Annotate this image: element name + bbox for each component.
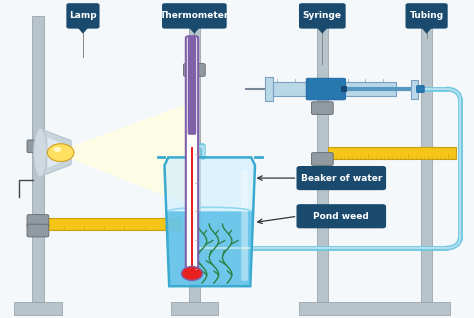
FancyBboxPatch shape	[299, 302, 450, 315]
FancyBboxPatch shape	[417, 86, 424, 93]
Text: Tubing: Tubing	[410, 11, 444, 20]
Polygon shape	[77, 27, 89, 34]
FancyBboxPatch shape	[44, 218, 181, 230]
Polygon shape	[166, 211, 254, 285]
FancyBboxPatch shape	[27, 140, 49, 153]
FancyBboxPatch shape	[328, 147, 456, 159]
Text: Thermometer: Thermometer	[160, 11, 229, 20]
FancyBboxPatch shape	[171, 302, 218, 315]
FancyBboxPatch shape	[186, 36, 198, 273]
FancyBboxPatch shape	[188, 37, 196, 135]
Circle shape	[54, 147, 61, 152]
Circle shape	[47, 144, 74, 162]
FancyBboxPatch shape	[317, 16, 328, 302]
FancyBboxPatch shape	[265, 77, 273, 101]
FancyBboxPatch shape	[405, 3, 447, 29]
FancyBboxPatch shape	[14, 302, 62, 315]
FancyBboxPatch shape	[341, 86, 347, 92]
FancyBboxPatch shape	[32, 16, 44, 302]
FancyBboxPatch shape	[411, 80, 418, 99]
Ellipse shape	[34, 128, 47, 177]
FancyBboxPatch shape	[299, 3, 346, 29]
FancyBboxPatch shape	[311, 153, 333, 165]
Text: Beaker of water: Beaker of water	[301, 174, 382, 183]
FancyBboxPatch shape	[296, 166, 386, 190]
FancyBboxPatch shape	[311, 83, 333, 95]
FancyBboxPatch shape	[311, 102, 333, 114]
Polygon shape	[188, 27, 201, 34]
FancyBboxPatch shape	[296, 204, 386, 228]
FancyBboxPatch shape	[306, 78, 346, 100]
Text: Pond weed: Pond weed	[313, 212, 369, 221]
FancyBboxPatch shape	[183, 64, 205, 76]
Polygon shape	[420, 27, 433, 34]
FancyBboxPatch shape	[189, 16, 200, 302]
FancyBboxPatch shape	[27, 224, 49, 237]
Polygon shape	[40, 129, 71, 176]
FancyBboxPatch shape	[421, 16, 432, 302]
Polygon shape	[59, 99, 201, 210]
FancyBboxPatch shape	[27, 215, 49, 227]
FancyBboxPatch shape	[273, 82, 396, 96]
Polygon shape	[47, 137, 68, 168]
Circle shape	[182, 266, 202, 280]
Text: Lamp: Lamp	[69, 11, 97, 20]
FancyBboxPatch shape	[191, 147, 193, 271]
Polygon shape	[164, 157, 255, 286]
Polygon shape	[316, 27, 328, 34]
FancyBboxPatch shape	[66, 3, 100, 29]
Text: Syringe: Syringe	[303, 11, 342, 20]
FancyBboxPatch shape	[241, 171, 248, 281]
FancyBboxPatch shape	[162, 3, 227, 29]
